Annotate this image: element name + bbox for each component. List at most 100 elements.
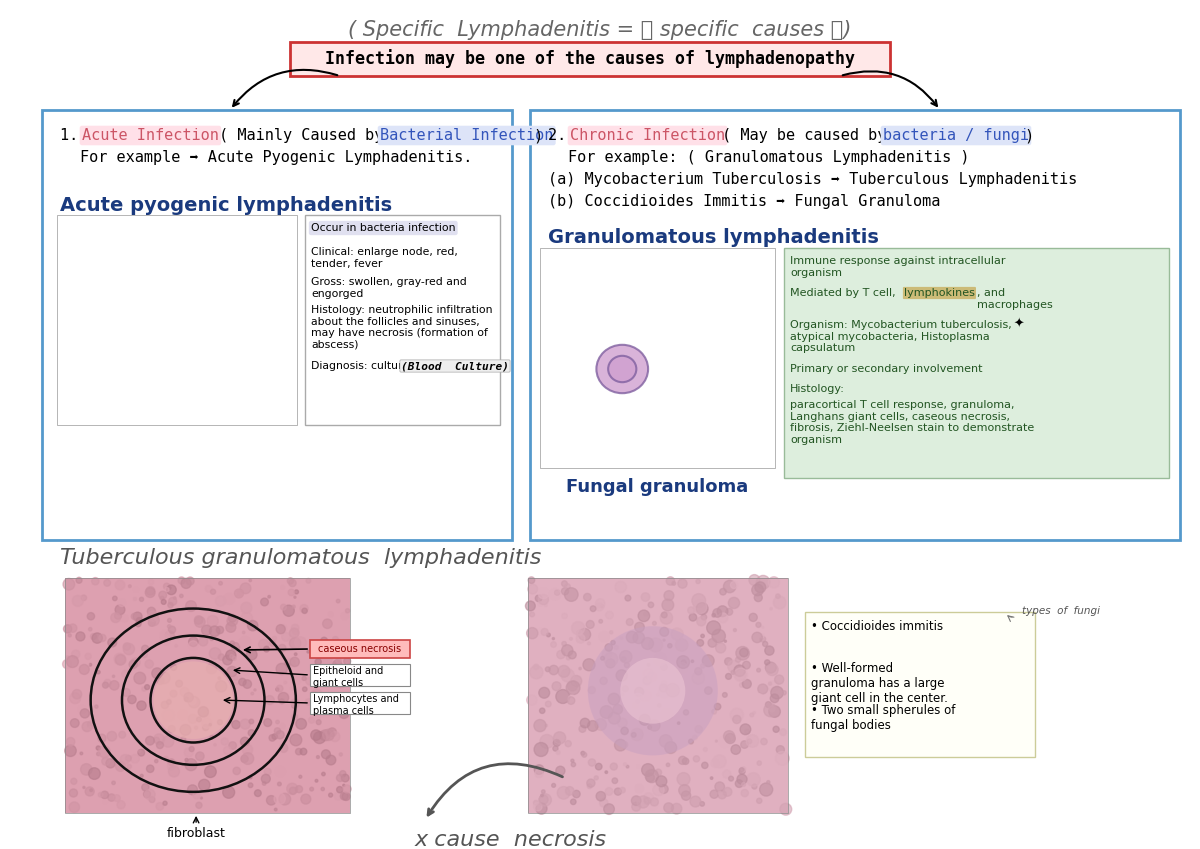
Circle shape <box>556 740 559 744</box>
Circle shape <box>670 408 682 421</box>
Circle shape <box>668 444 671 447</box>
Circle shape <box>764 704 778 717</box>
Circle shape <box>722 770 731 779</box>
Circle shape <box>186 577 194 585</box>
Circle shape <box>740 414 750 424</box>
Circle shape <box>767 664 778 676</box>
Circle shape <box>740 724 751 734</box>
FancyBboxPatch shape <box>58 215 298 425</box>
Circle shape <box>197 244 198 246</box>
Circle shape <box>154 402 162 410</box>
Circle shape <box>606 371 613 378</box>
Circle shape <box>724 731 734 742</box>
Circle shape <box>578 245 593 260</box>
Circle shape <box>163 756 168 761</box>
Circle shape <box>198 779 210 790</box>
Circle shape <box>586 394 601 410</box>
Circle shape <box>743 661 750 669</box>
Circle shape <box>589 305 596 312</box>
Circle shape <box>149 615 160 626</box>
Circle shape <box>756 622 761 627</box>
Circle shape <box>582 327 596 342</box>
Circle shape <box>654 653 666 666</box>
Circle shape <box>150 240 163 253</box>
Circle shape <box>743 361 756 374</box>
Circle shape <box>175 644 178 647</box>
Circle shape <box>102 682 108 689</box>
Circle shape <box>242 680 252 689</box>
Circle shape <box>266 796 276 805</box>
Text: Lymphocytes and
plasma cells: Lymphocytes and plasma cells <box>313 694 398 716</box>
Circle shape <box>581 751 584 755</box>
Circle shape <box>98 236 106 244</box>
Circle shape <box>553 732 565 744</box>
Circle shape <box>577 342 586 350</box>
Circle shape <box>282 285 290 293</box>
Circle shape <box>156 742 163 749</box>
Circle shape <box>125 373 128 377</box>
Circle shape <box>528 576 535 583</box>
Circle shape <box>289 579 296 587</box>
Circle shape <box>335 677 347 688</box>
Circle shape <box>116 801 125 809</box>
Circle shape <box>244 364 256 377</box>
Circle shape <box>127 341 130 344</box>
Circle shape <box>290 734 301 745</box>
Circle shape <box>664 639 665 641</box>
Circle shape <box>719 736 731 747</box>
Circle shape <box>648 393 662 408</box>
Circle shape <box>242 377 254 388</box>
Circle shape <box>535 396 551 411</box>
Circle shape <box>233 767 240 774</box>
Circle shape <box>600 799 608 807</box>
Circle shape <box>682 258 689 266</box>
Circle shape <box>616 670 628 681</box>
Circle shape <box>60 372 67 380</box>
Circle shape <box>649 437 655 441</box>
Circle shape <box>571 621 584 635</box>
Circle shape <box>598 379 607 389</box>
Text: , and
macrophages: , and macrophages <box>977 288 1052 310</box>
Circle shape <box>692 735 697 739</box>
Circle shape <box>636 426 647 437</box>
Circle shape <box>625 595 631 601</box>
Circle shape <box>656 776 667 787</box>
Circle shape <box>556 432 570 446</box>
Circle shape <box>622 693 624 695</box>
Circle shape <box>227 616 238 626</box>
Circle shape <box>210 589 216 594</box>
Circle shape <box>642 763 654 776</box>
Circle shape <box>248 776 252 779</box>
Circle shape <box>595 285 601 291</box>
Circle shape <box>280 744 288 752</box>
Circle shape <box>152 316 155 318</box>
Circle shape <box>725 658 732 666</box>
Circle shape <box>610 381 619 391</box>
Circle shape <box>204 214 215 224</box>
Circle shape <box>286 307 290 312</box>
Circle shape <box>114 612 121 619</box>
Circle shape <box>731 335 746 349</box>
Circle shape <box>113 596 118 601</box>
Circle shape <box>83 786 85 789</box>
Circle shape <box>199 753 203 756</box>
Circle shape <box>556 689 570 704</box>
Circle shape <box>78 274 88 284</box>
Circle shape <box>755 593 762 602</box>
Circle shape <box>133 598 137 600</box>
Circle shape <box>643 402 647 404</box>
Circle shape <box>230 415 242 427</box>
Circle shape <box>163 349 167 353</box>
Circle shape <box>264 718 271 727</box>
Circle shape <box>148 611 158 621</box>
Circle shape <box>168 759 175 766</box>
Circle shape <box>307 650 310 653</box>
Circle shape <box>730 332 743 346</box>
Circle shape <box>73 290 83 300</box>
Circle shape <box>266 364 274 371</box>
Circle shape <box>749 613 757 621</box>
Circle shape <box>760 634 764 638</box>
Circle shape <box>562 588 569 595</box>
Circle shape <box>685 386 698 399</box>
Circle shape <box>718 252 732 267</box>
